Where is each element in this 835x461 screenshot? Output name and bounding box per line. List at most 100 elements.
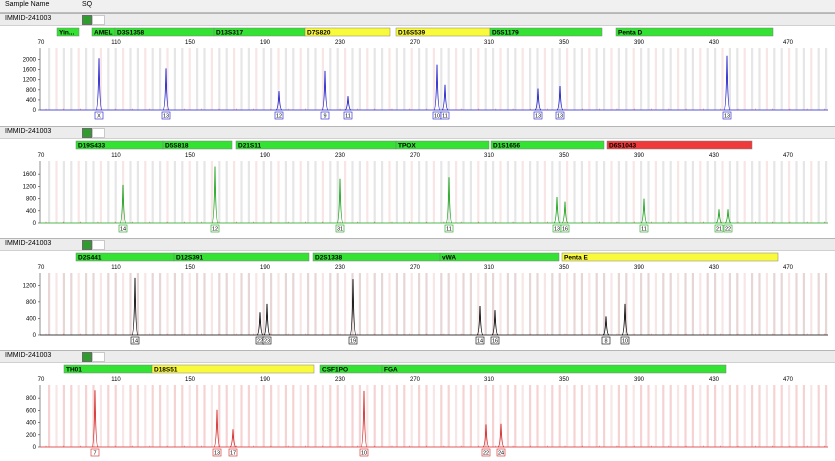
channel-toggle-button[interactable]	[82, 128, 92, 138]
channel-toggle-button[interactable]	[82, 15, 92, 25]
x-tick-label: 310	[484, 265, 495, 271]
allele-bin	[247, 161, 250, 223]
allele-bin	[773, 385, 776, 447]
locus-bar	[561, 252, 779, 262]
x-tick-label: 230	[335, 40, 346, 46]
allele-bin	[617, 273, 620, 335]
x-tick-label: 110	[111, 40, 121, 46]
allele-bin	[70, 385, 73, 447]
electropherogram-panel-3[interactable]: IMMID-241003 D2S441 D12S391 D2S1338 vWA Pent…	[0, 238, 835, 349]
allele-bin	[462, 273, 465, 335]
peak	[640, 198, 648, 224]
peak	[433, 64, 441, 111]
allele-call-box	[533, 111, 543, 120]
allele-bin	[477, 273, 480, 335]
x-tick-label: 430	[709, 40, 720, 46]
electropherogram-panel-2[interactable]: IMMID-241003 D19S433 D5S818 D21S11 TPOX D1S1…	[0, 126, 835, 237]
x-tick-label: 190	[260, 265, 271, 271]
allele-bin	[810, 385, 813, 447]
allele-bin	[506, 161, 509, 223]
channel-toggle-button[interactable]	[82, 240, 92, 250]
allele-bin	[514, 385, 517, 447]
allele-bin	[48, 48, 51, 110]
panel-plot[interactable]: D19S433 D5S818 D21S11 TPOX D1S1656 D6S1043 70 1…	[0, 137, 835, 237]
allele-bin	[788, 48, 791, 110]
allele-bin	[55, 385, 58, 447]
allele-bin	[336, 48, 339, 110]
allele-bin	[381, 161, 384, 223]
allele-bin	[358, 273, 361, 335]
allele-bin	[210, 48, 213, 110]
peak	[482, 424, 490, 448]
allele-bin	[625, 273, 628, 335]
allele-bin	[684, 273, 687, 335]
locus-label: vWA	[442, 255, 456, 262]
peak	[715, 209, 723, 224]
allele-bin	[758, 48, 761, 110]
panel-plot[interactable]: D2S441 D12S391 D2S1338 vWA Penta E 70 110 150 19…	[0, 249, 835, 349]
allele-call-box	[343, 111, 353, 120]
allele-bin	[366, 385, 369, 447]
allele-bin	[159, 48, 162, 110]
allele-bin	[299, 161, 302, 223]
allele-call-box	[560, 224, 570, 233]
allele-bin	[395, 161, 398, 223]
allele-bin	[336, 161, 339, 223]
allele-bin	[484, 273, 487, 335]
x-tick-label: 70	[38, 40, 45, 46]
allele-bin	[381, 48, 384, 110]
allele-bin	[136, 385, 139, 447]
allele-bin	[373, 273, 376, 335]
x-tick-label: 470	[783, 265, 794, 271]
allele-bin	[477, 385, 480, 447]
allele-bin	[706, 273, 709, 335]
allele-bin	[558, 48, 561, 110]
allele-bin	[136, 48, 139, 110]
allele-call-label: 10	[622, 339, 628, 345]
allele-bin	[351, 385, 354, 447]
x-tick-label: 230	[335, 153, 346, 159]
electropherogram-panel-1[interactable]: IMMID-241003 Yin... AMEL D3S1358 D13S317 D7S…	[0, 13, 835, 124]
channel-toggle-button[interactable]	[82, 352, 92, 362]
electropherogram-panel-4[interactable]: IMMID-241003 TH01 D18S51 CSF1PO FGA 70 110 150…	[0, 350, 835, 461]
peak	[491, 310, 499, 336]
allele-bin	[521, 161, 524, 223]
x-tick-label: 70	[38, 153, 45, 159]
allele-bin	[788, 161, 791, 223]
allele-bin	[48, 385, 51, 447]
y-tick-label: 2000	[23, 58, 37, 64]
x-tick-label: 310	[484, 40, 495, 46]
allele-bin	[351, 48, 354, 110]
x-tick-label: 430	[709, 153, 720, 159]
allele-call-box	[212, 448, 222, 457]
allele-call-box	[274, 111, 284, 120]
allele-bin	[654, 385, 657, 447]
allele-bin	[159, 161, 162, 223]
allele-bin	[48, 161, 51, 223]
allele-bin	[262, 48, 265, 110]
allele-bin	[728, 161, 731, 223]
peak	[497, 423, 505, 448]
allele-bin	[543, 273, 546, 335]
allele-bin	[551, 385, 554, 447]
panel-plot[interactable]: Yin... AMEL D3S1358 D13S317 D7S820 D16S539 D5S…	[0, 24, 835, 124]
allele-call-box	[94, 111, 104, 120]
allele-call-label: 12	[276, 114, 282, 120]
locus-label: Yin...	[59, 30, 74, 37]
allele-bin	[455, 161, 458, 223]
allele-bin	[373, 161, 376, 223]
allele-bin	[344, 273, 347, 335]
allele-bin	[240, 273, 243, 335]
allele-bin	[817, 273, 820, 335]
allele-bin	[196, 273, 199, 335]
allele-bin	[247, 273, 250, 335]
allele-call-box	[359, 448, 369, 457]
allele-bin	[543, 48, 546, 110]
allele-bin	[225, 161, 228, 223]
panel-header: IMMID-241003	[0, 350, 835, 363]
allele-bin	[795, 273, 798, 335]
peak	[162, 68, 170, 111]
allele-bin	[136, 273, 139, 335]
allele-bin	[218, 48, 221, 110]
